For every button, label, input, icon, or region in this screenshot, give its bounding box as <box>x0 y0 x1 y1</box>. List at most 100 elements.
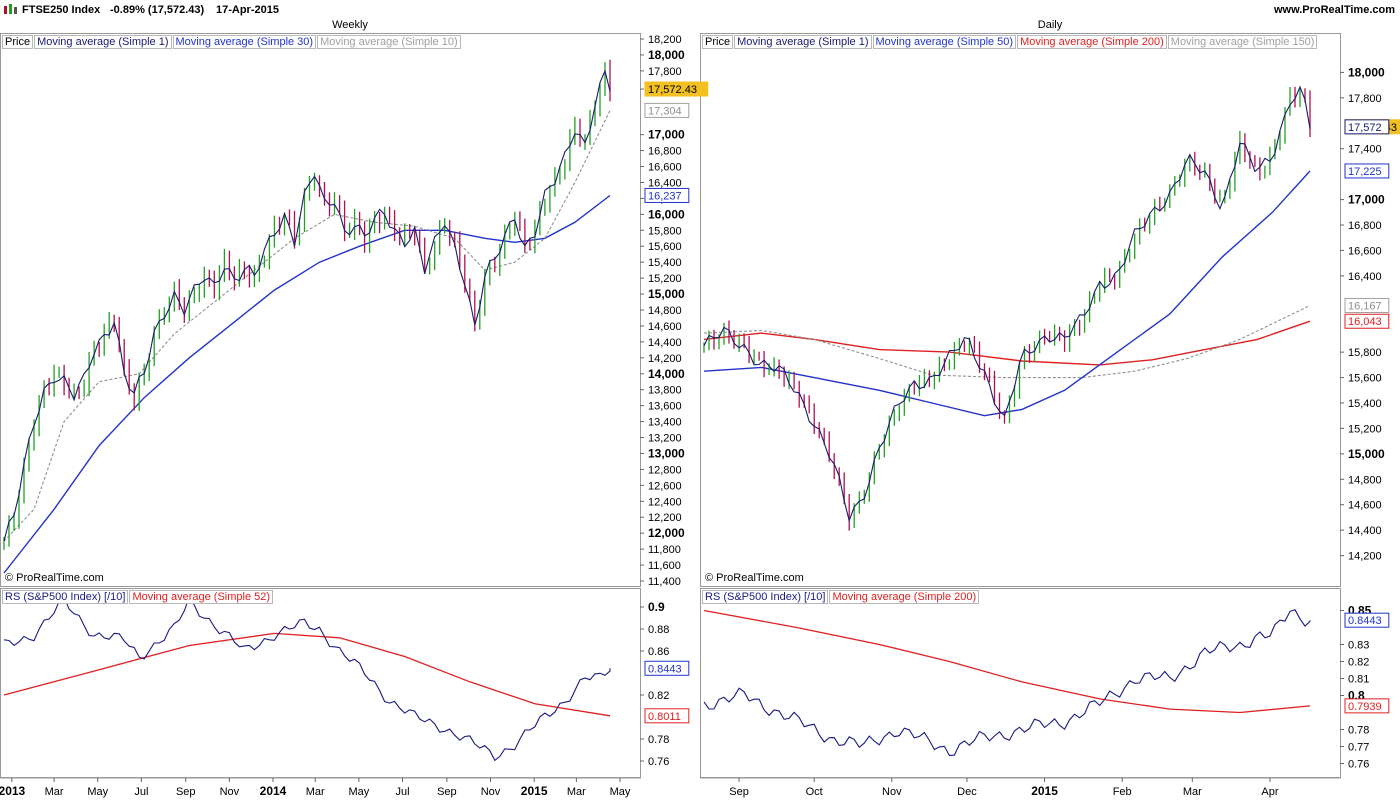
daily-copyright: © ProRealTime.com <box>705 572 804 584</box>
x-tick-label: Jul <box>134 786 148 798</box>
x-tick-label: Nov <box>220 786 240 798</box>
y-tick-label: 14,800 <box>1348 474 1382 486</box>
y-tick-label: 17,000 <box>648 128 685 142</box>
rs-ma-52-line <box>3 632 611 717</box>
legend-ma-simple-200: Moving average (Simple 200) <box>829 590 980 604</box>
last-value-label: 0.8011 <box>648 711 681 723</box>
y-tick-label: 15,200 <box>1348 423 1382 435</box>
weekly-price-chart: 18,20018,00017,80017,57217,00016,80016,6… <box>3 34 709 588</box>
y-tick-label: 14,800 <box>648 305 682 317</box>
y-tick-label: 18,000 <box>648 48 685 62</box>
header-bar: FTSE250 Index -0.89% (17,572.43) 17-Apr-… <box>0 0 1400 19</box>
y-tick-label: 13,200 <box>648 433 682 445</box>
x-tick-label: Sep <box>437 786 457 798</box>
daily-price-chart: 18,000 17,800 17,400 17,000 16,800 16,600 16,4… <box>703 65 1400 563</box>
y-tick-label: 0.76 <box>1348 759 1369 771</box>
x-tick-label: Apr <box>1261 786 1278 798</box>
legend-ma-simple-1: Moving average (Simple 1) <box>734 35 872 49</box>
last-value-label: 0.8443 <box>648 663 682 675</box>
y-tick-label: 16,400 <box>1348 271 1382 283</box>
rs-line <box>703 609 1311 757</box>
website-link[interactable]: www.ProRealTime.com <box>1273 4 1395 16</box>
y-tick-label: 0.82 <box>648 690 669 702</box>
last-value-box <box>644 102 690 118</box>
x-tick-label: 2015 <box>1031 784 1058 798</box>
y-tick-label: 15,800 <box>1348 347 1382 359</box>
ma-150-line <box>703 305 1311 379</box>
rs-line <box>3 595 611 762</box>
legend-ma-simple-1: Moving average (Simple 1) <box>34 35 172 49</box>
y-tick-label: 0.86 <box>648 646 669 658</box>
last-value-box <box>644 660 690 676</box>
ma-50-line <box>703 170 1311 417</box>
candlestick-logo-icon <box>4 4 17 14</box>
y-tick-label: 16,600 <box>648 162 682 174</box>
y-tick-label: 0.81 <box>1348 674 1369 686</box>
y-tick-label: 13,400 <box>648 417 682 429</box>
legend-ma-simple-30: Moving average (Simple 30) <box>172 35 317 49</box>
last-value-label: 17,572 <box>1348 122 1382 134</box>
x-tick-label: 2013 <box>0 784 26 798</box>
legend-rs: RS (S&P500 Index) [/10] <box>702 590 829 604</box>
daily-rs-chart: 0.850.830.820.810.80.780.770.760.84430.7… <box>703 604 1390 771</box>
y-tick-label: 12,400 <box>648 496 682 508</box>
y-tick-label: 11,600 <box>648 560 681 572</box>
y-tick-label: 13,600 <box>648 401 682 413</box>
x-tick-label: Mar <box>1183 786 1202 798</box>
daily-panel-title: Daily <box>1037 19 1063 31</box>
last-value-box <box>1344 119 1390 135</box>
y-tick-label: 17,800 <box>1348 93 1382 105</box>
y-tick-label: 15,200 <box>648 273 682 285</box>
x-tick-label: Mar <box>306 786 325 798</box>
y-tick-label: 0.88 <box>648 624 669 636</box>
ma-1-line <box>3 69 611 542</box>
last-value-box <box>644 81 709 97</box>
y-tick-label: 11,400 <box>648 576 681 588</box>
y-tick-label: 0.9 <box>648 600 665 614</box>
weekly-rs-plot[interactable]: RS (S&P500 Index) [/10] Moving average (… <box>0 588 641 778</box>
x-tick-label: May <box>348 786 369 798</box>
y-tick-label: 12,800 <box>648 464 682 476</box>
last-value-box <box>1344 297 1390 313</box>
y-tick-label: 14,600 <box>648 321 682 333</box>
rs-ma-200-line <box>703 609 1311 714</box>
last-value-box <box>1344 698 1390 714</box>
x-tick-label: Dec <box>957 786 977 798</box>
instrument-name: FTSE250 Index <box>22 4 101 16</box>
last-value-label: 16,237 <box>648 190 682 202</box>
last-value-label: 16,043 <box>1348 316 1382 328</box>
ma-10-line <box>3 110 611 542</box>
weekly-x-axis: 2013 Mar May Jul Sep Nov 2014 Mar May Jul Sep Nov 20… <box>0 777 641 798</box>
last-value-label: 16,167 <box>1348 300 1382 312</box>
last-value-box <box>644 708 690 724</box>
daily-price-plot[interactable]: Price Moving average (Simple 1) Moving a… <box>700 33 1341 587</box>
y-tick-label: 13,800 <box>648 385 682 397</box>
x-tick-label: Sep <box>176 786 196 798</box>
y-tick-label: 15,600 <box>1348 373 1382 385</box>
last-value-label: 17,304 <box>648 105 682 117</box>
x-tick-label: 2015 <box>521 784 548 798</box>
y-tick-label: 12,200 <box>648 512 682 524</box>
y-tick-label: 15,400 <box>648 257 682 269</box>
last-value-box <box>644 187 690 203</box>
ma-1-line <box>703 85 1311 523</box>
legend-ma-simple-10: Moving average (Simple 10) <box>317 35 461 49</box>
y-tick-label: 15,000 <box>1348 447 1385 461</box>
y-tick-label: 17,000 <box>1348 193 1385 207</box>
last-value-label: 0.8443 <box>1348 615 1382 627</box>
daily-rs-plot[interactable]: RS (S&P500 Index) [/10] Moving average (… <box>700 588 1341 778</box>
x-tick-label: Nov <box>481 786 501 798</box>
y-tick-label: 14,400 <box>648 337 682 349</box>
y-tick-label: 13,000 <box>648 446 685 460</box>
y-tick-label: 17,400 <box>1348 144 1382 156</box>
y-tick-label: 16,800 <box>648 146 682 158</box>
last-value-box <box>1344 163 1390 179</box>
weekly-panel-title: Weekly <box>332 19 368 31</box>
weekly-copyright: © ProRealTime.com <box>5 572 104 584</box>
weekly-price-plot[interactable]: Price Moving average (Simple 1) Moving a… <box>0 33 641 587</box>
last-value-label: 17,572.43 <box>648 84 697 96</box>
legend-ma-simple-150: Moving average (Simple 150) <box>1167 35 1318 49</box>
daily-price-legend: Price Moving average (Simple 1) Moving a… <box>702 35 1318 49</box>
y-tick-label: 16,400 <box>648 177 682 189</box>
ma-30-line <box>3 194 611 574</box>
